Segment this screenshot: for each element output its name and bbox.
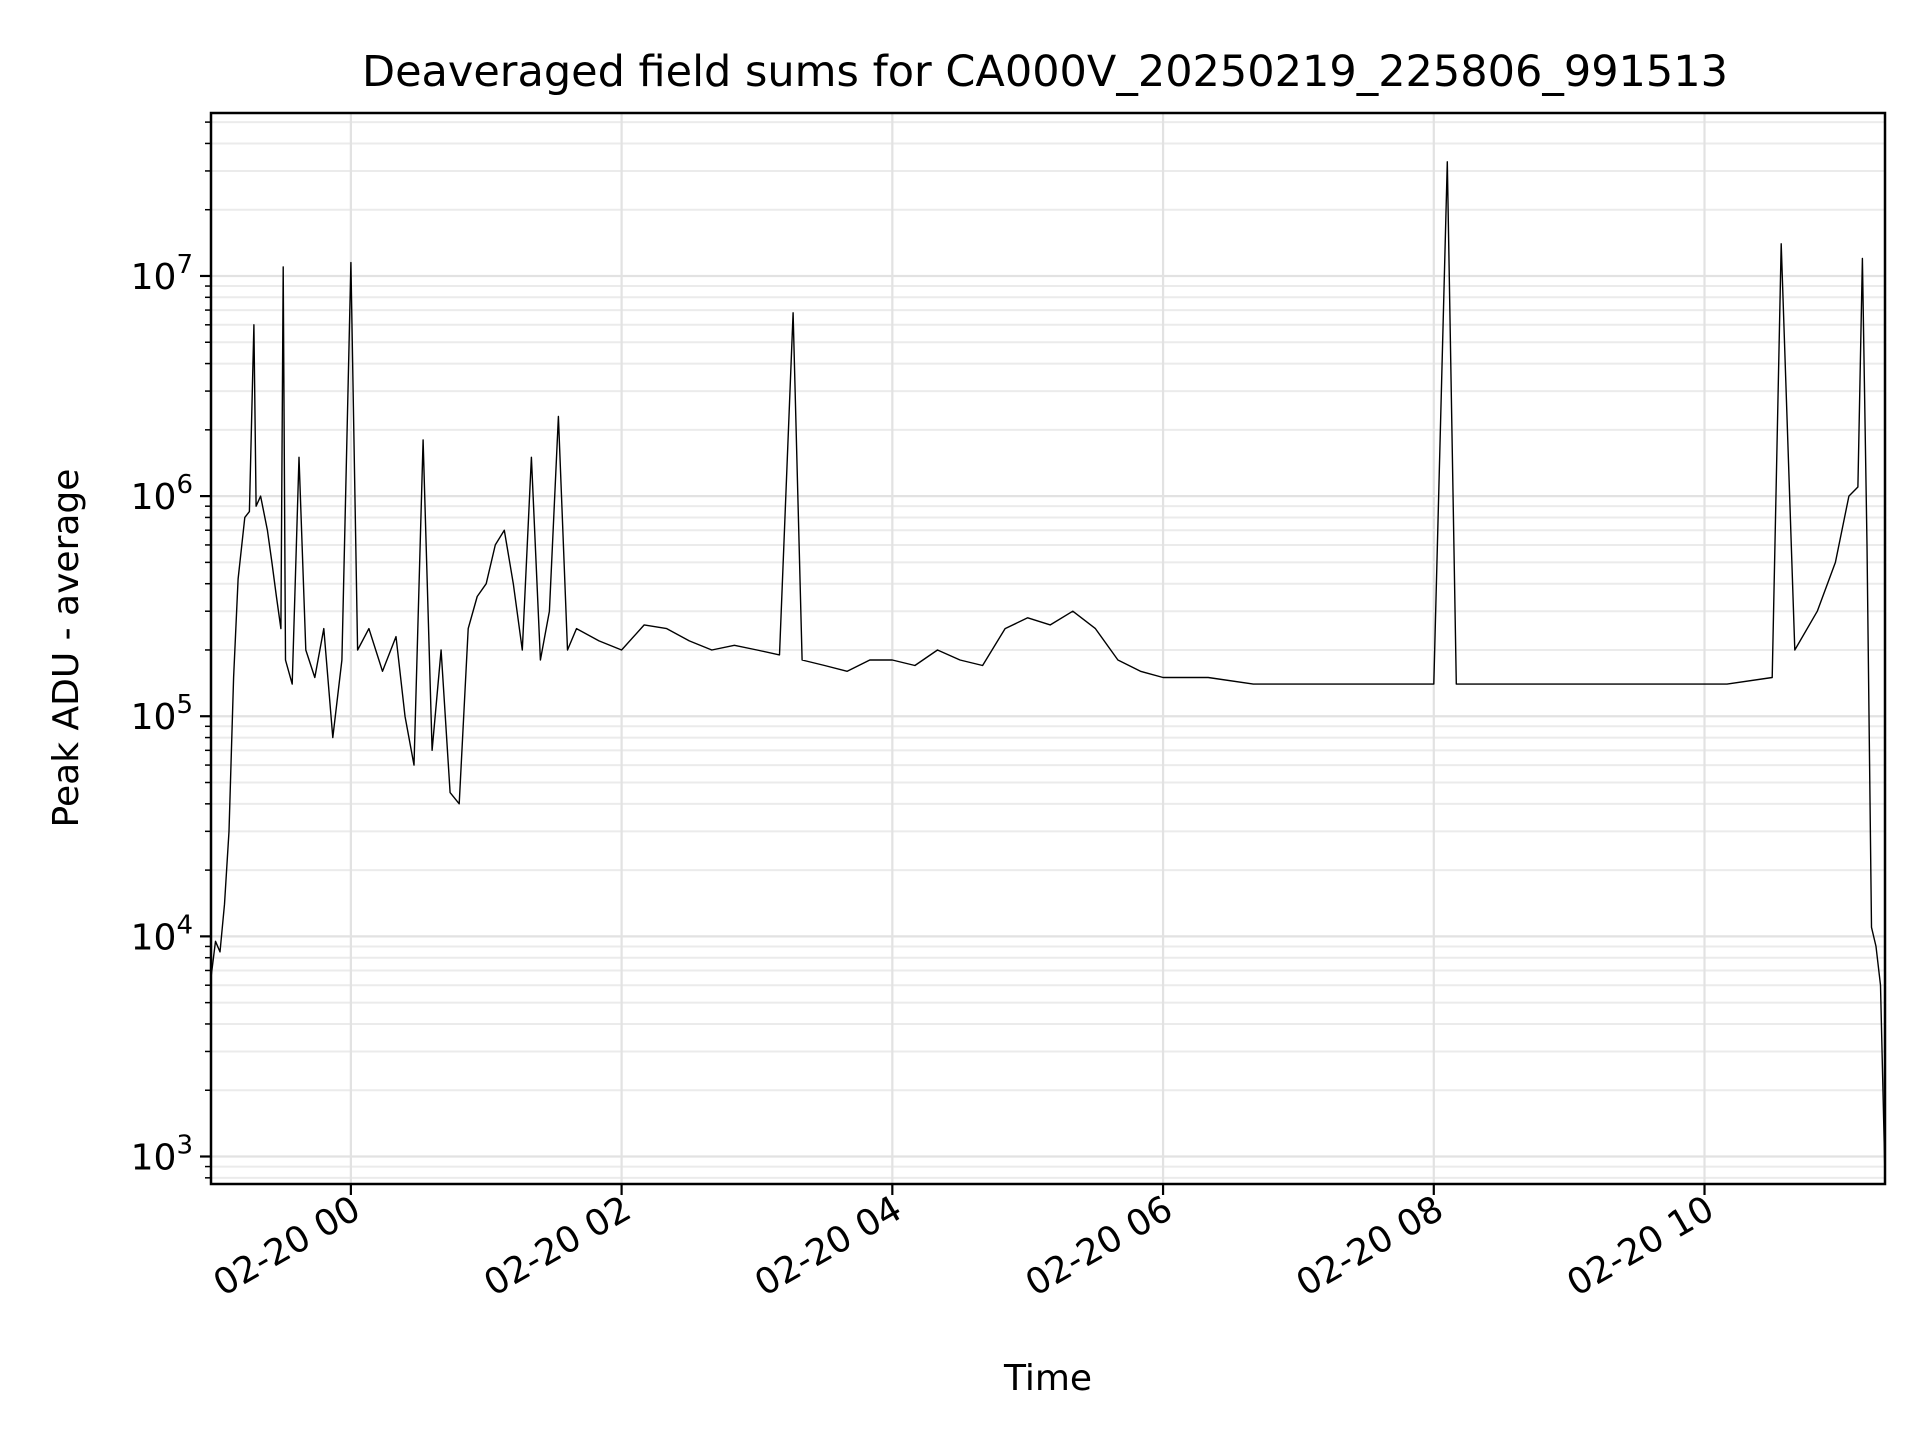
x-axis-label: Time — [1003, 1358, 1092, 1399]
chart-title: Deaveraged field sums for CA000V_2025021… — [362, 47, 1728, 97]
y-axis-label: Peak ADU - average — [46, 469, 87, 828]
